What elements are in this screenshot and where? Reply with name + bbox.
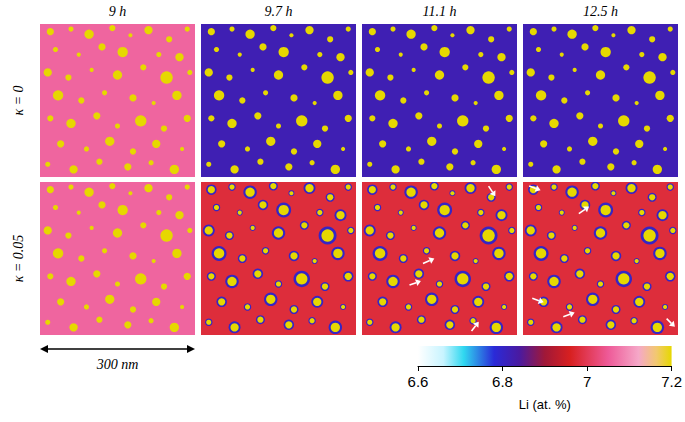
svg-text:κ = 0: κ = 0 [11, 85, 26, 115]
svg-text:7.2: 7.2 [661, 373, 682, 390]
svg-text:9.7 h: 9.7 h [265, 4, 293, 19]
svg-text:6.6: 6.6 [408, 373, 429, 390]
svg-text:9 h: 9 h [109, 4, 127, 19]
svg-text:11.1 h: 11.1 h [423, 4, 457, 19]
svg-text:κ = 0.05: κ = 0.05 [11, 235, 26, 283]
svg-text:12.5 h: 12.5 h [583, 4, 618, 19]
svg-text:300 nm: 300 nm [96, 357, 139, 372]
svg-text:6.8: 6.8 [492, 373, 513, 390]
svg-text:7: 7 [583, 373, 591, 390]
svg-text:Li (at. %): Li (at. %) [519, 397, 571, 412]
